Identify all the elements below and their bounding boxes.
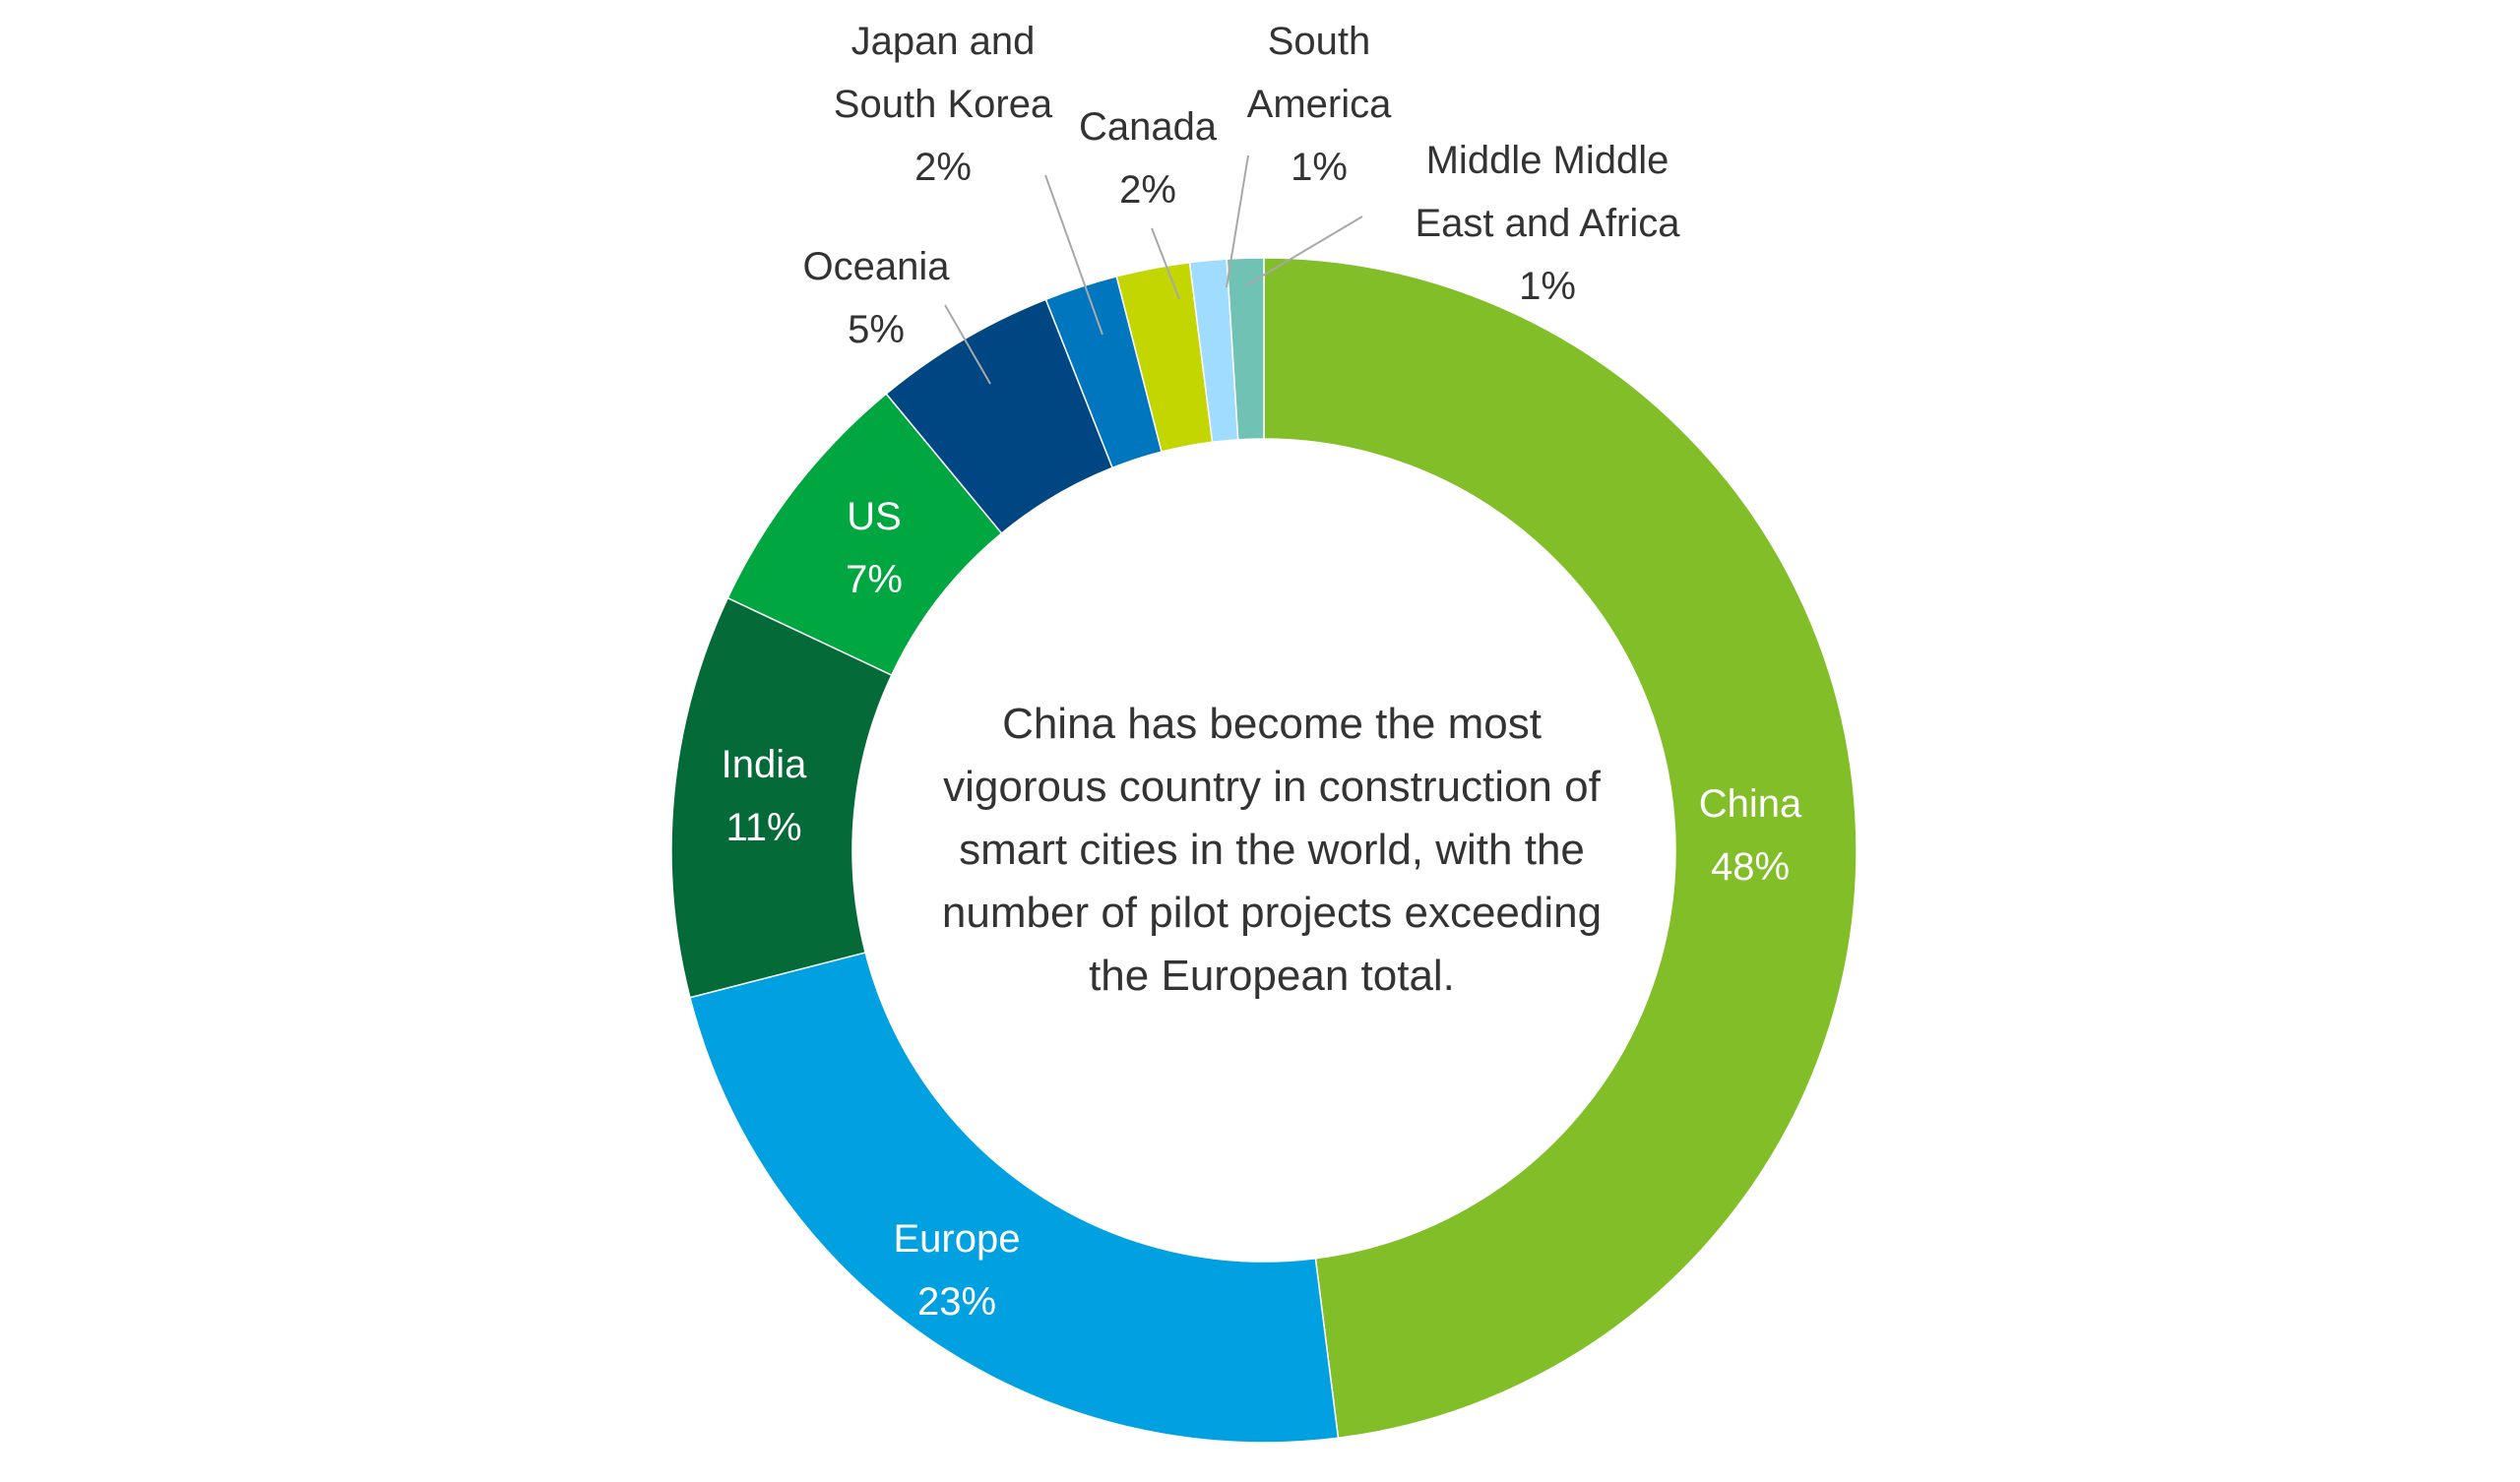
leader-line-south-america <box>1226 154 1249 288</box>
leader-line-oceania <box>944 304 991 385</box>
slice-europe <box>688 952 1340 1444</box>
leader-lines <box>944 154 1363 385</box>
slice-label-middle-middle-east-and-africa: Middle Middle East and Africa 1% <box>1415 139 1680 308</box>
slice-middle-middle-east-and-africa <box>1226 257 1265 441</box>
slice-label-japan-and-south-korea: Japan and South Korea 2% <box>834 20 1053 189</box>
slice-labels: China 48% Europe 23% India 11% US 7% Oceania 5% Ja… <box>722 20 1802 1324</box>
slice-label-china: China 48% <box>1699 782 1802 889</box>
slice-label-canada: Canada 2% <box>1079 105 1218 212</box>
leader-line-canada <box>1151 227 1180 300</box>
center-annotation: China has become the most vigorous countr… <box>942 700 1602 1000</box>
leader-line-japan-and-south-korea <box>1044 174 1103 336</box>
slice-china <box>1263 257 1858 1440</box>
slice-label-india: India 11% <box>722 743 807 849</box>
donut-slices <box>670 257 1858 1444</box>
slice-label-europe: Europe 23% <box>894 1217 1021 1324</box>
slice-label-oceania: Oceania 5% <box>803 245 951 351</box>
slice-label-us: US 7% <box>846 495 903 601</box>
slice-label-south-america: South America 1% <box>1247 20 1392 189</box>
leader-line-middle-middle-east-and-africa <box>1245 216 1363 286</box>
